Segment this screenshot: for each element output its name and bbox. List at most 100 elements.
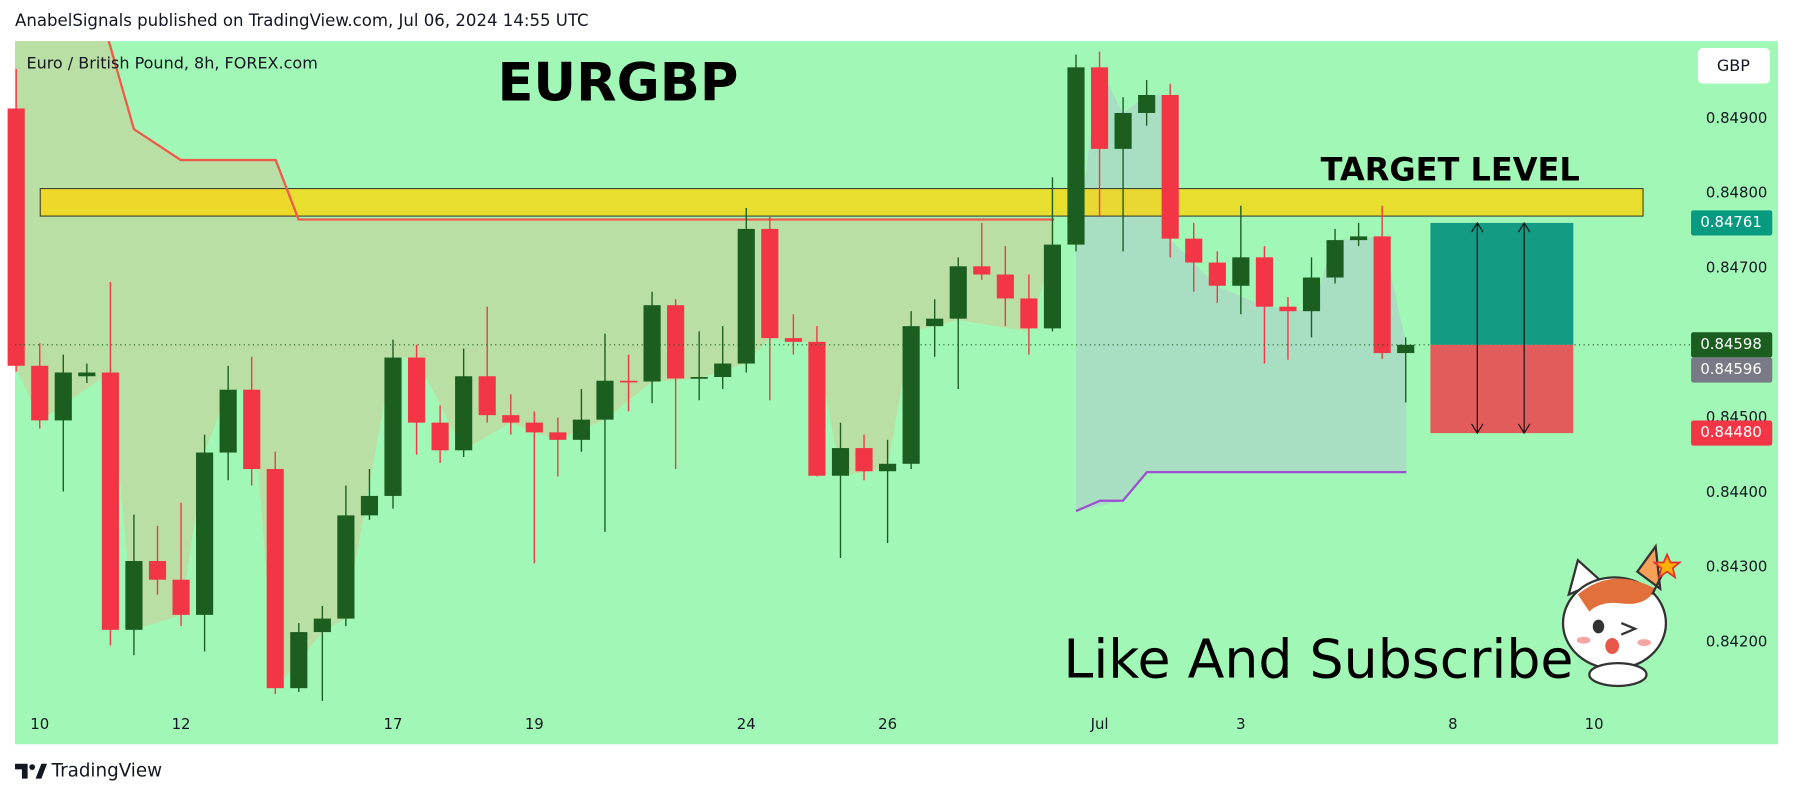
- candle-body: [7, 108, 25, 366]
- candle-body: [1397, 344, 1415, 354]
- chart-title: Euro / British Pound, 8h, FOREX.com: [26, 54, 317, 73]
- annotation: TARGET LEVEL: [1321, 150, 1580, 188]
- candle-body: [1161, 95, 1179, 239]
- brand-logo: [15, 763, 48, 779]
- candle-body: [525, 422, 543, 433]
- target-zone: [39, 188, 1644, 217]
- position-profit: [1430, 222, 1574, 345]
- candle-body: [54, 372, 72, 421]
- brand: TradingView: [51, 761, 163, 782]
- candle-body: [549, 432, 567, 440]
- currency-box: [1697, 48, 1770, 84]
- arrow-head: [1471, 221, 1484, 233]
- y-tick-label: 0.84800: [1706, 184, 1767, 202]
- candle-body: [337, 515, 355, 619]
- candle-body: [1138, 95, 1156, 113]
- y-tick-label: 0.84700: [1706, 259, 1767, 277]
- indicator-line: [107, 40, 1055, 221]
- candle-body: [714, 363, 732, 378]
- arrow-head: [1517, 221, 1531, 233]
- y-tick-label: 0.84200: [1706, 633, 1767, 651]
- candle-body: [1326, 240, 1344, 278]
- candle-body: [1255, 257, 1273, 307]
- x-tick-label: 8: [1448, 715, 1457, 733]
- candle-body: [384, 357, 402, 496]
- candle-body: [1302, 277, 1321, 312]
- indicator-area: [1075, 67, 1407, 512]
- price-label-box: [1691, 210, 1773, 236]
- price-label-box: [1691, 357, 1773, 383]
- candle-body: [502, 415, 520, 423]
- arrow-head: [1471, 423, 1484, 435]
- candle-body: [196, 452, 214, 615]
- candle-body: [973, 266, 991, 275]
- candle-body: [667, 305, 685, 379]
- candles: [7, 51, 1415, 701]
- candle-body: [808, 341, 826, 476]
- candle-body: [855, 448, 873, 472]
- candle-body: [1279, 306, 1297, 312]
- candle-body: [572, 419, 590, 440]
- candle-body: [879, 463, 897, 472]
- candle-body: [101, 372, 119, 630]
- candle-body: [996, 274, 1014, 299]
- candle-body: [1373, 236, 1391, 354]
- currency: GBP: [1717, 56, 1750, 75]
- candle-body: [831, 448, 850, 476]
- candle-body: [619, 380, 638, 383]
- price-label: 0.84480: [1700, 423, 1761, 441]
- y-tick-label: 0.84400: [1706, 483, 1767, 501]
- candle-body: [1114, 112, 1132, 149]
- price-label: 0.84596: [1700, 360, 1761, 378]
- publisher-line: AnabelSignals published on TradingView.c…: [15, 11, 589, 30]
- x-tick-label: 10: [1585, 715, 1604, 733]
- candle-body: [172, 579, 190, 615]
- candle-body: [1020, 298, 1038, 329]
- candle-body: [431, 422, 449, 451]
- arrow-head: [1517, 423, 1531, 435]
- candle-body: [1090, 67, 1109, 149]
- candle-body: [596, 380, 614, 420]
- price-label-box: [1691, 420, 1773, 446]
- annotation: Like And Subscribe: [1063, 628, 1573, 691]
- x-tick-label: 3: [1236, 715, 1245, 733]
- candle-body: [643, 305, 661, 382]
- candle-body: [148, 561, 167, 580]
- candle-body: [761, 228, 779, 339]
- candle-body: [31, 365, 49, 421]
- cat-sticker: [1561, 543, 1683, 688]
- candle-body: [1043, 244, 1062, 329]
- price-label: 0.84761: [1700, 213, 1761, 231]
- candle-body: [455, 376, 473, 451]
- candle-body: [949, 266, 967, 319]
- candle-body: [78, 372, 96, 377]
- candle-body: [737, 228, 755, 364]
- candle-body: [1232, 257, 1250, 286]
- indicator-line: [1075, 471, 1407, 513]
- x-tick-label: 24: [737, 715, 756, 733]
- candle-body: [1185, 238, 1203, 263]
- candle-body: [784, 338, 802, 342]
- symbol-title: EURGBP: [497, 52, 738, 113]
- overlay: [15, 221, 1690, 435]
- candle-body: [290, 632, 308, 689]
- candle-body: [902, 326, 920, 464]
- x-tick-label: 19: [525, 715, 544, 733]
- price-label: 0.84598: [1700, 335, 1761, 353]
- x-tick-label: 10: [30, 715, 49, 733]
- x-tick-label: 17: [384, 715, 403, 733]
- candle-body: [1067, 67, 1085, 245]
- candle-body: [360, 495, 379, 516]
- candle-body: [1208, 262, 1226, 286]
- candle-body: [313, 618, 331, 633]
- candle-body: [266, 469, 284, 689]
- candle-body: [125, 561, 143, 630]
- x-tick-label: 12: [172, 715, 191, 733]
- candle-body: [1350, 236, 1368, 241]
- candle-body: [219, 389, 237, 453]
- y-tick-label: 0.84300: [1706, 558, 1767, 576]
- x-tick-label: Jul: [1090, 715, 1109, 733]
- candle-body: [926, 318, 944, 327]
